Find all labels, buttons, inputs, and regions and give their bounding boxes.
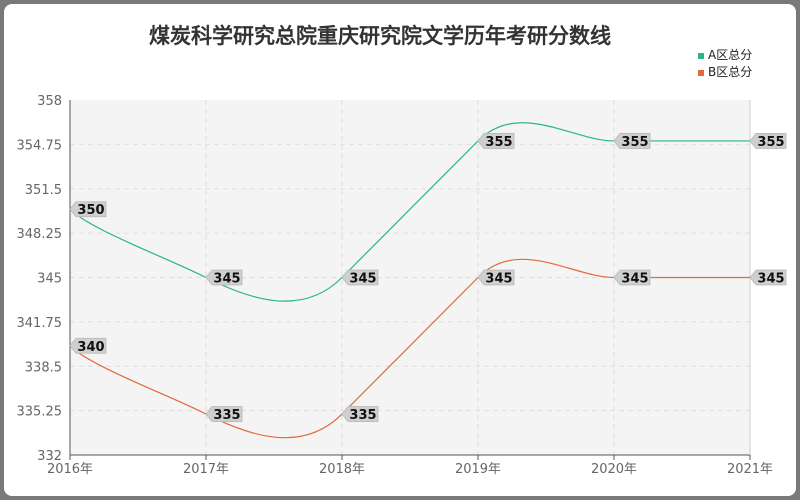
data-label: 350 [77, 203, 104, 218]
x-tick-label: 2021年 [727, 462, 773, 477]
legend-item-a[interactable]: A区总分 [698, 47, 752, 63]
data-label-bg [477, 133, 515, 149]
data-label-bg [205, 406, 243, 422]
y-tick-label: 348.25 [17, 227, 63, 242]
data-label-bg [341, 269, 379, 286]
data-label: 345 [485, 272, 512, 287]
y-tick-label: 351.5 [25, 183, 62, 198]
y-tick-label: 338.5 [25, 360, 62, 375]
y-tick-label: 354.75 [17, 138, 63, 153]
legend: A区总分 B区总分 [690, 42, 774, 84]
data-label: 355 [757, 135, 784, 150]
data-label-bg [205, 269, 243, 286]
y-tick-label: 358 [37, 94, 62, 109]
data-label: 345 [621, 272, 648, 287]
x-tick-label: 2017年 [183, 462, 229, 477]
data-label: 340 [77, 340, 104, 355]
legend-label-b: B区总分 [708, 65, 753, 79]
data-label-bg [613, 133, 651, 149]
data-label-bg [341, 406, 379, 422]
legend-item-b[interactable]: B区总分 [698, 64, 752, 80]
data-label-bg [749, 133, 787, 149]
y-tick-label: 332 [37, 449, 62, 464]
data-label-bg [69, 337, 107, 354]
x-tick-label: 2019年 [455, 462, 501, 477]
data-label: 345 [349, 272, 376, 287]
data-label-bg [477, 269, 515, 286]
data-label-bg [749, 269, 787, 286]
data-label: 335 [349, 408, 376, 423]
data-label-bg [613, 269, 651, 286]
chart-title: 煤炭科学研究总院重庆研究院文学历年考研分数线 [149, 24, 611, 48]
data-label-bg [69, 201, 107, 218]
data-label: 345 [757, 272, 784, 287]
legend-label-a: A区总分 [708, 48, 753, 62]
legend-swatch-a [698, 52, 704, 59]
x-tick-label: 2020年 [591, 462, 637, 477]
x-tick-label: 2016年 [47, 462, 93, 477]
data-label: 355 [621, 135, 648, 150]
data-label: 345 [213, 272, 240, 287]
data-label: 355 [485, 135, 512, 150]
y-tick-label: 341.75 [17, 316, 63, 331]
y-tick-label: 335.25 [17, 405, 63, 420]
legend-swatch-b [698, 69, 704, 76]
y-tick-label: 345 [37, 272, 62, 287]
data-label: 335 [213, 408, 240, 423]
x-tick-label: 2018年 [319, 462, 365, 477]
